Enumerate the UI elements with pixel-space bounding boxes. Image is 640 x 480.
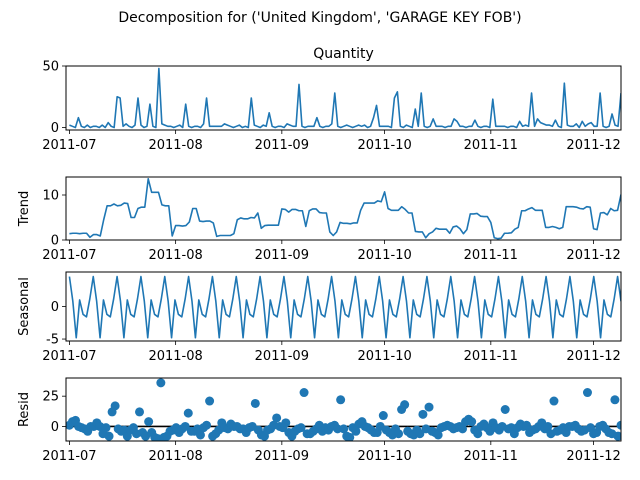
resid-point (616, 420, 621, 430)
resid-point (458, 424, 468, 434)
observed-series-line (69, 67, 621, 129)
y-tick-label: 0 (51, 300, 59, 315)
resid-point (582, 388, 592, 398)
resid-point (351, 426, 361, 436)
panel-trend: 0 10 2011-07 2011-08 2011-09 2011-10 2011-11 20… (17, 176, 622, 263)
resid-point (549, 396, 559, 406)
x-tick-label: 2011-11 (464, 349, 518, 364)
x-tick-label: 2011-12 (566, 349, 620, 364)
x-tick-label: 2011-10 (357, 349, 411, 364)
x-tick-label: 2011-10 (357, 248, 411, 263)
resid-point (101, 423, 111, 433)
resid-point (424, 402, 434, 412)
resid-point (180, 421, 190, 431)
panel-observed: 0 50 2011-07 2011-08 2011-09 2011-10 2011-11 20… (42, 46, 622, 153)
x-tick-label: 2011-09 (255, 349, 309, 364)
observed-axes-frame (65, 65, 622, 131)
resid-point (339, 424, 349, 434)
y-tick-label: 25 (42, 390, 59, 405)
resid-point (205, 396, 215, 406)
resid-points (66, 378, 621, 441)
resid-point (522, 420, 532, 430)
x-tick-label: 2011-08 (148, 349, 202, 364)
resid-point (473, 429, 483, 439)
resid-ylabel: Resid (17, 392, 32, 427)
resid-point (467, 417, 477, 427)
seasonal-ylabel: Seasonal (17, 277, 32, 336)
y-tick-label: 0 (51, 121, 59, 136)
x-tick-label: 2011-08 (148, 248, 202, 263)
resid-point (144, 417, 154, 427)
resid-point (543, 421, 553, 431)
resid-point (296, 423, 306, 433)
trend-axes-frame (65, 176, 622, 241)
x-tick-label: 2011-07 (42, 248, 96, 263)
x-tick-label: 2011-11 (464, 138, 518, 153)
seasonal-series-line (68, 275, 621, 339)
resid-point (299, 388, 309, 398)
resid-point (400, 400, 410, 410)
x-tick-label: 2011-09 (255, 138, 309, 153)
x-tick-label: 2011-11 (464, 248, 518, 263)
resid-point (156, 378, 166, 388)
resid-point (183, 408, 193, 418)
trend-series-line (69, 178, 621, 240)
resid-point (418, 409, 428, 419)
panel-resid: 0 25 2011-07 2011-08 2011-09 2011-10 2011-11 20… (17, 377, 622, 464)
x-tick-label: 2011-07 (42, 449, 96, 464)
x-tick-label: 2011-10 (357, 138, 411, 153)
resid-axes-frame (65, 377, 622, 442)
y-tick-label: 0 (51, 420, 59, 435)
resid-point (433, 430, 443, 440)
resid-point (202, 420, 212, 430)
x-tick-label: 2011-08 (148, 138, 202, 153)
x-tick-label: 2011-12 (566, 248, 620, 263)
resid-point (613, 431, 621, 441)
resid-point (104, 431, 114, 441)
panel-seasonal: -5 0 2011-07 2011-08 2011-09 2011-10 2011-11 20… (17, 271, 622, 364)
y-tick-label: 10 (42, 189, 59, 204)
x-tick-label: 2011-10 (357, 449, 411, 464)
figure-suptitle: Decomposition for ('United Kingdom', 'GA… (118, 10, 521, 26)
resid-point (500, 405, 510, 414)
resid-point (272, 413, 282, 423)
y-tick-label: 50 (42, 60, 59, 75)
resid-point (336, 395, 346, 405)
resid-point (415, 429, 425, 439)
resid-point (610, 395, 620, 405)
y-tick-label: 0 (51, 234, 59, 249)
resid-point (110, 401, 120, 411)
trend-ylabel: Trend (17, 191, 32, 228)
resid-point (195, 430, 205, 440)
x-tick-label: 2011-07 (42, 349, 96, 364)
resid-point (378, 411, 388, 421)
y-tick-label: -5 (46, 333, 59, 348)
resid-point (135, 407, 145, 417)
resid-point (394, 429, 404, 439)
x-tick-label: 2011-08 (148, 449, 202, 464)
x-tick-label: 2011-09 (255, 449, 309, 464)
x-tick-label: 2011-12 (566, 138, 620, 153)
x-tick-label: 2011-07 (42, 138, 96, 153)
x-tick-label: 2011-09 (255, 248, 309, 263)
x-tick-label: 2011-12 (566, 449, 620, 464)
resid-point (250, 398, 260, 408)
resid-point (281, 418, 291, 428)
observed-title: Quantity (313, 46, 374, 62)
x-tick-label: 2011-11 (464, 449, 518, 464)
resid-point (345, 432, 355, 441)
